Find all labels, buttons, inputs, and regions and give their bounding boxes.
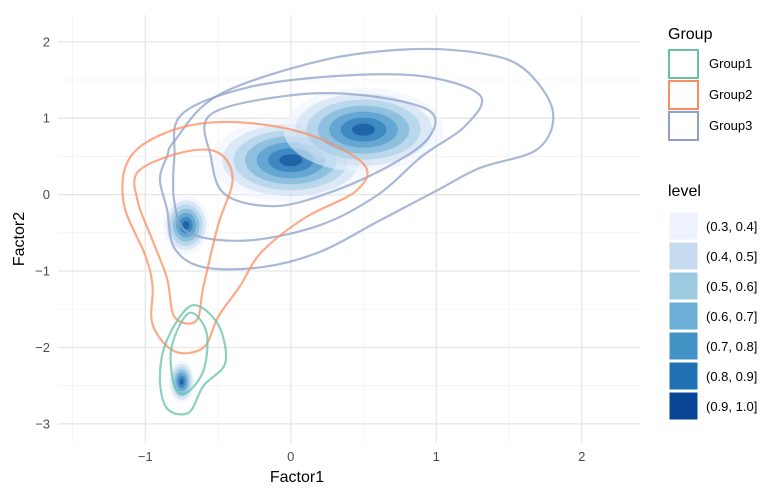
density-level-group2 — [182, 221, 190, 230]
legend-swatch-level — [668, 301, 699, 331]
legend-swatch-level — [668, 211, 699, 241]
legend-key-group3 — [668, 111, 699, 141]
legend-swatch-level — [668, 361, 699, 391]
y-tick-label: 1 — [43, 111, 50, 126]
y-axis-ticks: 2 1 0 −1 −2 −3 — [35, 34, 50, 431]
y-tick-label: 0 — [43, 187, 50, 202]
legend-swatch-level — [668, 391, 699, 421]
level-legend: level (0.3, 0.4] (0.4, 0.5] (0.5, 0.6] (0.6… — [668, 183, 757, 421]
contour-group3 — [158, 47, 555, 271]
contour-group1 — [169, 311, 209, 396]
x-tick-label: 1 — [433, 449, 440, 464]
contour-group1 — [158, 304, 228, 416]
legend-label-level: (0.7, 0.8] — [706, 339, 757, 354]
legend-label-level: (0.8, 0.9] — [706, 369, 757, 384]
grid — [58, 15, 640, 443]
legend-label-level: (0.5, 0.6] — [706, 279, 757, 294]
x-axis-title: Factor1 — [270, 469, 324, 486]
legend-label-level: (0.9, 1.0] — [706, 399, 757, 414]
legend-label-level: (0.4, 0.5] — [706, 249, 757, 264]
legend-label-level: (0.3, 0.4] — [706, 219, 757, 234]
density-level-group1 — [179, 378, 184, 385]
y-tick-label: 2 — [43, 34, 50, 49]
legend-key-group1 — [668, 49, 699, 79]
contour-line-layer — [121, 47, 555, 416]
y-tick-label: −3 — [35, 416, 50, 431]
y-axis-title: Factor2 — [11, 212, 28, 266]
contour-group2 — [121, 120, 369, 355]
legend-swatch-level — [668, 331, 699, 361]
group-legend-title: Group — [668, 26, 713, 43]
density-fill-layer — [162, 87, 444, 404]
x-axis-ticks: −1 0 1 2 — [138, 449, 586, 464]
legend-label-level: (0.6, 0.7] — [706, 309, 757, 324]
legend-swatch-level — [668, 271, 699, 301]
x-tick-label: 2 — [578, 449, 585, 464]
contour-group3 — [203, 92, 437, 208]
y-tick-label: −1 — [35, 264, 50, 279]
contour-group3 — [171, 73, 484, 242]
legend-label-group1: Group1 — [709, 56, 752, 71]
legend-label-group2: Group2 — [709, 87, 752, 102]
group-legend: Group Group1 Group2 Group3 — [668, 26, 752, 141]
x-tick-label: −1 — [138, 449, 153, 464]
legend-label-group3: Group3 — [709, 118, 752, 133]
density-level-group3 — [279, 154, 303, 167]
x-tick-label: 0 — [287, 449, 294, 464]
density-level-group3 — [352, 123, 375, 136]
legend-key-group2 — [668, 80, 699, 110]
legend-swatch-level — [668, 241, 699, 271]
y-tick-label: −2 — [35, 340, 50, 355]
level-legend-title: level — [668, 183, 701, 200]
